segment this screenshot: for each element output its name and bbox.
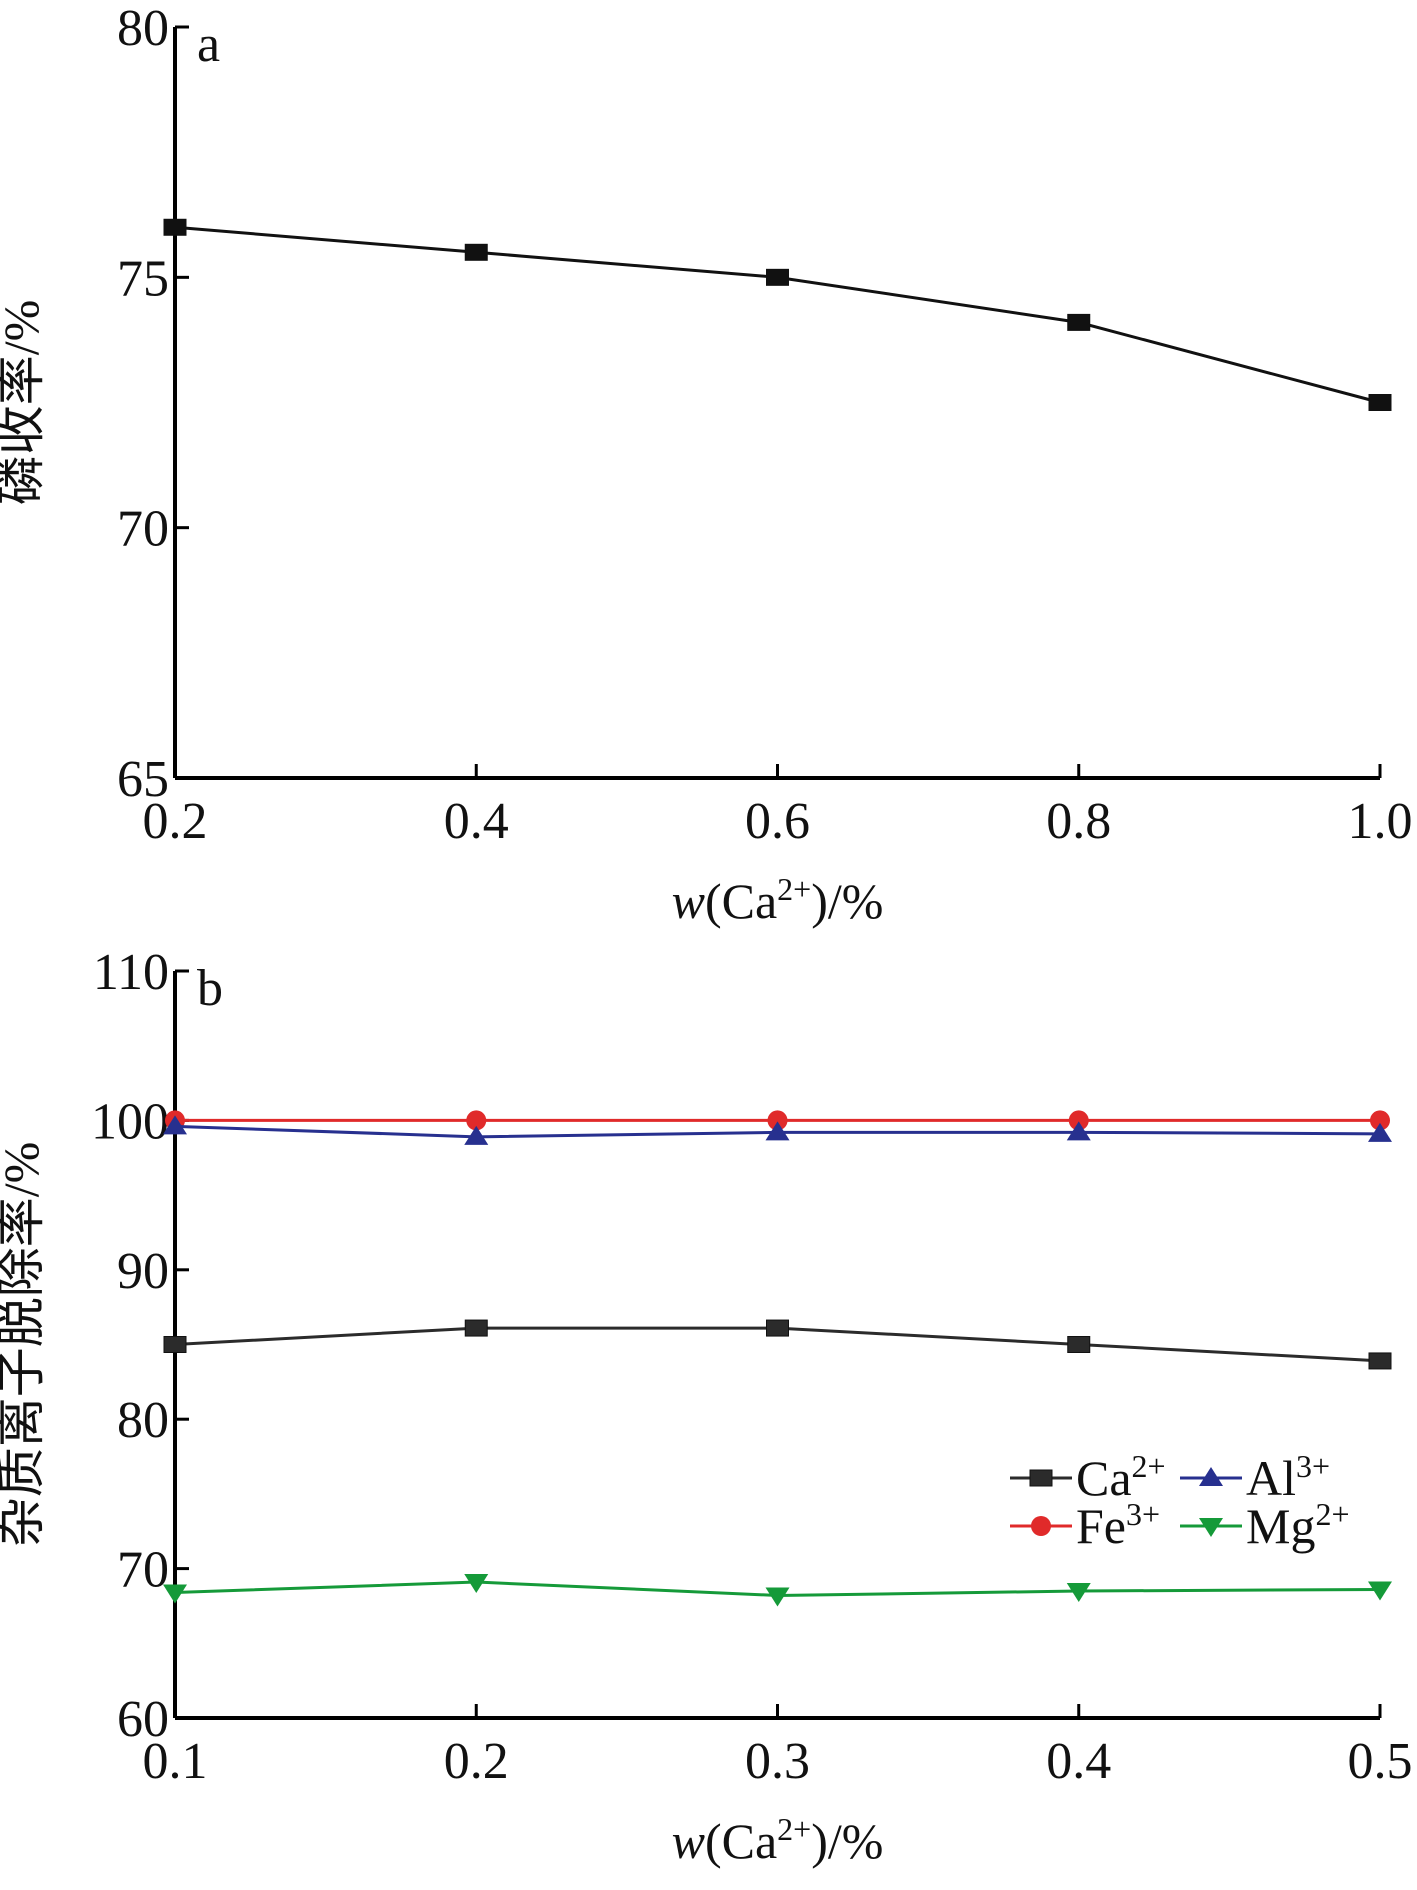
legend-label-mg2: Mg2+ [1246, 1496, 1350, 1554]
legend-swatch-marker [1031, 1516, 1051, 1536]
legend: Ca2+Fe3+ Al3+Mg2+ [1010, 1448, 1350, 1554]
legend-swatch-marker [1029, 1469, 1053, 1487]
data-point [464, 1319, 488, 1337]
data-point [464, 1125, 489, 1145]
y-tick-label: 90 [117, 1243, 169, 1300]
data-point [1066, 1583, 1091, 1603]
data-point [1068, 1110, 1089, 1131]
y-tick-label: 60 [117, 1691, 169, 1748]
series-line-0 [174, 225, 1381, 404]
panel-a: 65 70 75 80 0.2 0.4 0.6 0.8 1.0 a w(Ca2+)/% 磷收率/% [0, 0, 1413, 929]
x-tick-label: 0.5 [1348, 1733, 1413, 1790]
data-point [765, 1587, 790, 1607]
panel-b: 60 70 80 90 100 110 0.1 0.2 0.3 0.4 0.5 b w(Ca2+)/% 杂… [0, 944, 1413, 1869]
data-point [1368, 1581, 1392, 1601]
panel-letter: a [197, 16, 220, 73]
y-tick-label: 80 [117, 0, 169, 57]
data-point [1368, 1122, 1392, 1142]
data-point [163, 1115, 187, 1135]
y-tick-label: 70 [117, 1542, 169, 1599]
data-point [1066, 1121, 1091, 1141]
y-tick-label: 80 [117, 1392, 169, 1449]
data-point [767, 1110, 788, 1131]
legend-swatch-marker [1199, 1518, 1223, 1537]
data-point [466, 1110, 487, 1131]
x-tick-label: 0.1 [143, 1733, 208, 1790]
x-tick-label: 0.2 [444, 1733, 509, 1790]
x-tick-label: 0.4 [444, 793, 509, 850]
data-point [163, 1584, 187, 1604]
legend-label-al3: Al3+ [1246, 1448, 1330, 1506]
data-point [1368, 1352, 1392, 1370]
y-tick-label: 100 [91, 1093, 169, 1150]
y-axis-title: 杂质离子脱除率/% [0, 1142, 49, 1548]
x-tick-label: 0.8 [1046, 793, 1111, 850]
x-axis-title: w(Ca2+)/% [672, 1811, 884, 1869]
legend-label-ca2: Ca2+ [1076, 1448, 1166, 1506]
data-point [766, 268, 789, 286]
data-point [1067, 313, 1091, 331]
y-axis-title: 磷收率/% [0, 300, 49, 506]
panel-letter: b [197, 960, 223, 1017]
y-tick-label: 110 [93, 944, 169, 1001]
y-tick-label: 65 [117, 751, 169, 808]
legend-swatch-marker [1199, 1467, 1223, 1486]
x-tick-label: 0.4 [1046, 1733, 1111, 1790]
data-point [766, 1319, 789, 1337]
data-point [1067, 1336, 1091, 1353]
x-tick-label: 0.6 [745, 793, 810, 850]
data-point [1368, 394, 1392, 411]
data-point [765, 1121, 790, 1141]
x-tick-label: 0.2 [143, 793, 208, 850]
data-point [163, 1336, 187, 1353]
data-point [464, 243, 488, 261]
y-tick-label: 75 [117, 250, 169, 307]
x-tick-label: 0.3 [745, 1733, 810, 1790]
y-tick-label: 70 [117, 501, 169, 558]
legend-label-fe3: Fe3+ [1076, 1496, 1160, 1554]
data-point [1370, 1110, 1390, 1131]
data-point [163, 218, 187, 236]
x-tick-label: 1.0 [1348, 793, 1413, 850]
data-point [464, 1574, 489, 1594]
x-axis-title: w(Ca2+)/% [672, 871, 884, 929]
